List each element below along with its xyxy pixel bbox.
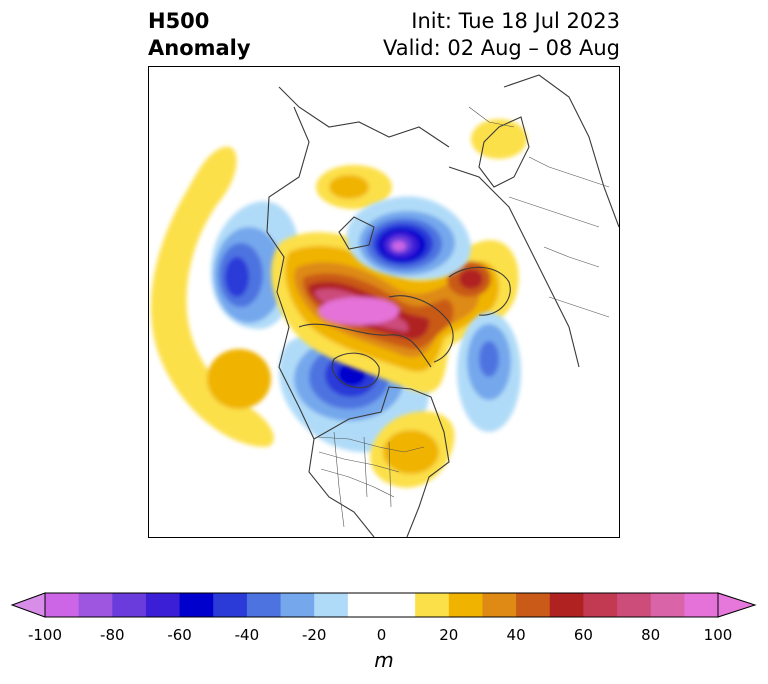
colorbar-segment [617, 593, 652, 617]
colorbar-tick-label: -60 [167, 626, 192, 644]
colorbar-segment [549, 593, 584, 617]
pole-negative-anomaly [346, 196, 471, 280]
title-line2: Anomaly [148, 36, 251, 60]
colorbar-segment [516, 593, 551, 617]
colorbar-tick-label: 60 [573, 626, 593, 644]
colorbar-segment [415, 593, 450, 617]
colorbar-tick-label: -40 [234, 626, 260, 644]
init-date: Init: Tue 18 Jul 2023 [411, 9, 620, 33]
eastern-us-positive-anomaly [370, 411, 455, 488]
colorbar-segment [213, 593, 248, 617]
colorbar-segment [583, 593, 618, 617]
colorbar-unit-label: m [374, 648, 394, 672]
arctic-yellow-cap [316, 165, 392, 209]
colorbar-segment [112, 593, 147, 617]
colorbar-tick-label: -80 [100, 626, 125, 644]
colorbar-segment [314, 593, 349, 617]
colorbar-tick-label: -20 [301, 626, 327, 644]
colorbar-tick-label: 40 [506, 626, 526, 644]
colorbar-segment [78, 593, 113, 617]
country-borders [316, 106, 610, 528]
colorbar-tick-label: 100 [703, 626, 733, 644]
colorbar-segment [280, 593, 315, 617]
colorbar-extend-high [717, 592, 757, 618]
colorbar [10, 592, 757, 618]
central-asia-positive-anomaly [471, 119, 527, 159]
valid-range: Valid: 02 Aug – 08 Aug [382, 36, 620, 60]
coastlines [266, 74, 619, 537]
colorbar-tick-label: 80 [641, 626, 661, 644]
colorbar-tick-label: 20 [439, 626, 459, 644]
colorbar-segment [448, 593, 483, 617]
colorbar-segment [179, 593, 214, 617]
anomaly-map [148, 66, 620, 538]
colorbar-segment [45, 593, 80, 617]
colorbar-segment [347, 593, 416, 617]
colorbar-segment [684, 593, 719, 617]
pacific-positive-anomaly [150, 146, 274, 447]
colorbar-extend-low [10, 592, 46, 618]
map-title: H500 Anomaly [148, 8, 251, 62]
colorbar-tick-label: -100 [27, 626, 63, 644]
map-canvas [150, 74, 619, 537]
date-info: Init: Tue 18 Jul 2023 Valid: 02 Aug – 08… [383, 8, 620, 62]
colorbar-segment [482, 593, 517, 617]
colorbar-segment [650, 593, 685, 617]
colorbar-tick-label: 0 [376, 626, 387, 644]
title-line1: H500 [148, 9, 210, 33]
north-atlantic-negative-anomaly [457, 312, 521, 432]
colorbar-segment [246, 593, 282, 617]
colorbar-segment [145, 593, 181, 617]
